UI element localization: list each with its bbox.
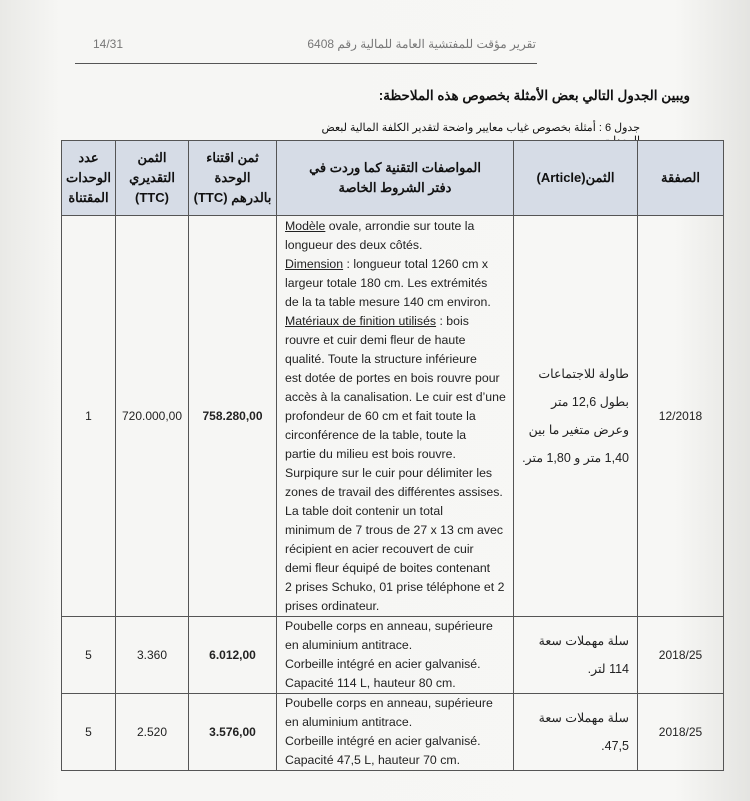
description-line: est dotée de portes en bois rouvre pour xyxy=(285,369,507,388)
description-cell: Poubelle corps en anneau, supérieure en a… xyxy=(276,616,514,694)
description-line: partie du milieu est bois rouvre. xyxy=(285,445,507,464)
description-line: prises ordinateur. xyxy=(285,597,507,616)
description-text: Corbeille intégré en acier galvanisé. xyxy=(285,657,481,671)
contract-cell: 2018/25 xyxy=(637,693,724,771)
description-text: de la ta table mesure 140 cm environ. xyxy=(285,295,491,309)
description-line: longueur des deux côtés. xyxy=(285,236,507,255)
description-text: : bois xyxy=(436,314,469,328)
table-row: 2018/25 سلة مهملات سعة 114 لتر. Poubelle… xyxy=(61,616,724,694)
description-text: Capacité 114 L, hauteur 80 cm. xyxy=(285,676,456,690)
description-text: largeur totale 180 cm. Les extrémités xyxy=(285,276,488,290)
col-article: الثمن(Article) xyxy=(513,140,638,216)
description-line: en aluminium antitrace. xyxy=(285,713,507,732)
equipment-cost-table: الصفقة الثمن(Article) المواصفات التقنية … xyxy=(61,140,724,771)
description-text: demi fleur équipé de boites contenant xyxy=(285,561,491,575)
description-text: qualité. Toute la structure inférieure xyxy=(285,352,477,366)
page-number: 14/31 xyxy=(93,37,124,51)
description-line: Corbeille intégré en acier galvanisé. xyxy=(285,732,507,751)
description-heading: Modèle xyxy=(285,219,326,233)
description-text: zones de travail des différentes assises… xyxy=(285,485,503,499)
description-heading: Dimension xyxy=(285,257,344,271)
description-line: de la ta table mesure 140 cm environ. xyxy=(285,293,507,312)
description-text: est dotée de portes en bois rouvre pour xyxy=(285,371,500,385)
description-text: récipient en acier recouvert de cuir xyxy=(285,542,474,556)
table-header-row: الصفقة الثمن(Article) المواصفات التقنية … xyxy=(61,140,724,216)
article-cell: سلة مهملات سعة 114 لتر. xyxy=(513,616,638,694)
description-line: rouvre et cuir demi fleur de haute xyxy=(285,331,507,350)
description-text: Poubelle corps en anneau, supérieure xyxy=(285,696,493,710)
description-text: profondeur de 60 cm et fait toute la xyxy=(285,409,476,423)
description-line: Dimension : longueur total 1260 cm x xyxy=(285,255,507,274)
description-line: récipient en acier recouvert de cuir xyxy=(285,540,507,559)
estimated-price-cell: 2.520 xyxy=(115,693,189,771)
description-text: rouvre et cuir demi fleur de haute xyxy=(285,333,466,347)
description-line: qualité. Toute la structure inférieure xyxy=(285,350,507,369)
description-cell: Modèle ovale, arrondie sur toute la longu… xyxy=(276,215,514,617)
description-line: Capacité 114 L, hauteur 80 cm. xyxy=(285,674,507,693)
unit-price-cell: 6.012,00 xyxy=(188,616,277,694)
col-units: عدد الوحدات المقتناة xyxy=(61,140,116,216)
description-text: ovale, arrondie sur toute la xyxy=(325,219,475,233)
description-line: Poubelle corps en anneau, supérieure xyxy=(285,617,507,636)
description-text: Corbeille intégré en acier galvanisé. xyxy=(285,734,481,748)
description-line: circonférence de la table, toute la xyxy=(285,426,507,445)
col-estimated-price: الثمن التقديري (TTC) xyxy=(115,140,189,216)
description-cell: Poubelle corps en anneau, supérieure en a… xyxy=(276,693,514,771)
description-heading: Matériaux de finition utilisés xyxy=(285,314,437,328)
col-specifications: المواصفات التقنية كما وردت في دفتر الشرو… xyxy=(276,140,514,216)
table-row: 2018/25 سلة مهملات سعة 47,5. Poubelle co… xyxy=(61,693,724,771)
description-line: demi fleur équipé de boites contenant xyxy=(285,559,507,578)
description-text: longueur des deux côtés. xyxy=(285,238,423,252)
description-text: : longueur total 1260 cm x xyxy=(343,257,489,271)
description-line: La table doit contenir un total xyxy=(285,502,507,521)
description-line: accès à la canalisation. Le cuir est d’u… xyxy=(285,388,507,407)
article-cell: سلة مهملات سعة 47,5. xyxy=(513,693,638,771)
description-line: largeur totale 180 cm. Les extrémités xyxy=(285,274,507,293)
intro-text: ويبين الجدول التالي بعض الأمثلة بخصوص هذ… xyxy=(378,88,690,103)
col-contract: الصفقة xyxy=(637,140,724,216)
description-line: 2 prises Schuko, 01 prise téléphone et 2 xyxy=(285,578,507,597)
description-line: en aluminium antitrace. xyxy=(285,636,507,655)
units-cell: 1 xyxy=(61,215,116,617)
description-line: Matériaux de finition utilisés : bois xyxy=(285,312,507,331)
description-text: prises ordinateur. xyxy=(285,599,380,613)
description-line: zones de travail des différentes assises… xyxy=(285,483,507,502)
description-line: profondeur de 60 cm et fait toute la xyxy=(285,407,507,426)
header-divider xyxy=(75,63,537,64)
table-row: 12/2018 طاولة للاجتماعات بطول 12,6 متر و… xyxy=(61,215,724,617)
description-text: La table doit contenir un total xyxy=(285,504,443,518)
description-text: circonférence de la table, toute la xyxy=(285,428,467,442)
units-cell: 5 xyxy=(61,693,116,771)
article-cell: طاولة للاجتماعات بطول 12,6 متر وعرض متغي… xyxy=(513,215,638,617)
description-text: 2 prises Schuko, 01 prise téléphone et 2 xyxy=(285,580,505,594)
unit-price-cell: 758.280,00 xyxy=(188,215,277,617)
report-header-title: تقرير مؤقت للمفتشية العامة للمالية رقم 6… xyxy=(307,37,536,51)
contract-cell: 12/2018 xyxy=(637,215,724,617)
unit-price-cell: 3.576,00 xyxy=(188,693,277,771)
description-line: Capacité 47,5 L, hauteur 70 cm. xyxy=(285,751,507,770)
description-line: minimum de 7 trous de 27 x 13 cm avec xyxy=(285,521,507,540)
description-text: Capacité 47,5 L, hauteur 70 cm. xyxy=(285,753,460,767)
description-line: Corbeille intégré en acier galvanisé. xyxy=(285,655,507,674)
description-text: accès à la canalisation. Le cuir est d’u… xyxy=(285,390,506,404)
col-unit-price: ثمن اقتناء الوحدة بالدرهم (TTC) xyxy=(188,140,277,216)
estimated-price-cell: 720.000,00 xyxy=(115,215,189,617)
description-text: partie du milieu est bois rouvre. xyxy=(285,447,456,461)
estimated-price-cell: 3.360 xyxy=(115,616,189,694)
contract-cell: 2018/25 xyxy=(637,616,724,694)
description-text: Surpiqure sur le cuir pour délimiter les xyxy=(285,466,493,480)
description-line: Surpiqure sur le cuir pour délimiter les xyxy=(285,464,507,483)
description-text: Poubelle corps en anneau, supérieure xyxy=(285,619,493,633)
description-line: Poubelle corps en anneau, supérieure xyxy=(285,694,507,713)
description-text: minimum de 7 trous de 27 x 13 cm avec xyxy=(285,523,504,537)
description-text: en aluminium antitrace. xyxy=(285,715,413,729)
description-line: Modèle ovale, arrondie sur toute la xyxy=(285,217,507,236)
units-cell: 5 xyxy=(61,616,116,694)
description-text: en aluminium antitrace. xyxy=(285,638,413,652)
